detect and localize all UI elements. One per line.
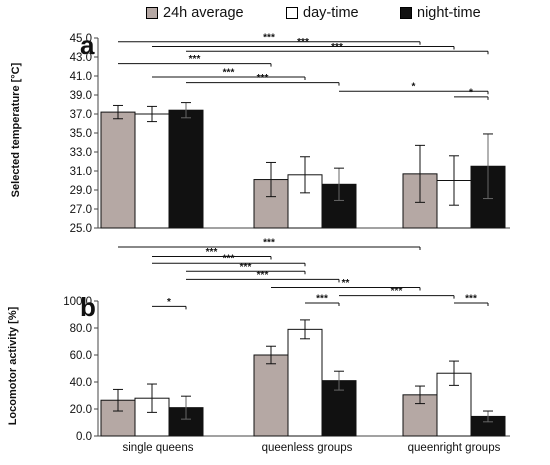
bar-day-time-queenless-groups: [287, 328, 323, 437]
significance-label: ***: [316, 294, 328, 305]
legend-item-day-time: day-time: [286, 3, 359, 23]
category-label-queenright-groups: queenright groups: [407, 442, 501, 454]
legend-item-night-time: night-time: [400, 3, 481, 23]
category-label-queenless-groups: queenless groups: [261, 442, 353, 454]
legend-swatch-night-time: [400, 7, 412, 19]
y-tick-label: 40.0: [70, 377, 92, 389]
y-tick-label: 100.0: [63, 296, 92, 308]
y-tick-label: 45.0: [70, 33, 92, 45]
y-tick-label: 60.0: [70, 350, 92, 362]
legend-label: 24h average: [163, 5, 244, 21]
significance-label: ***: [257, 73, 269, 84]
y-tick-label: 35.0: [70, 128, 92, 140]
y-tick-label: 37.0: [70, 109, 92, 121]
significance-label: ***: [297, 37, 309, 48]
significance-label: ***: [240, 262, 252, 273]
significance-label: ***: [263, 238, 275, 249]
significance-label: ***: [263, 32, 275, 43]
bar-day-time-single-queens: [134, 113, 170, 229]
significance-label: ***: [391, 286, 403, 297]
significance-label: ***: [206, 247, 218, 258]
y-tick-label: 80.0: [70, 323, 92, 335]
significance-label: ***: [257, 270, 269, 281]
significance-label: *: [167, 297, 171, 308]
y-tick-label: 20.0: [70, 404, 92, 416]
significance-label: **: [342, 278, 350, 289]
significance-label: ***: [223, 254, 235, 265]
legend-label: day-time: [303, 5, 359, 21]
category-label-single-queens: single queens: [122, 442, 194, 454]
legend-item-24h-average: 24h average: [146, 3, 244, 23]
y-tick-label: 27.0: [70, 204, 92, 216]
panel-letter-b: b: [80, 292, 96, 322]
legend: 24h average day-time night-time: [0, 3, 550, 23]
y-tick-label: 33.0: [70, 147, 92, 159]
y-tick-label: 41.0: [70, 71, 92, 83]
significance-label: ***: [189, 54, 201, 65]
legend-label: night-time: [417, 5, 481, 21]
bar-night-time-single-queens: [168, 109, 204, 229]
y-tick-label: 31.0: [70, 166, 92, 178]
bar-day-time-single-queens: [134, 397, 170, 437]
significance-label: *: [412, 82, 416, 93]
legend-swatch-day-time: [286, 7, 298, 19]
significance-label: ***: [465, 294, 477, 305]
panel-letter-a: a: [80, 30, 95, 60]
y-tick-label: 43.0: [70, 52, 92, 64]
y-tick-label: 29.0: [70, 185, 92, 197]
bar-24h-average-queenless-groups: [253, 354, 289, 437]
significance-label: ***: [223, 67, 235, 78]
y-tick-label: 39.0: [70, 90, 92, 102]
y-tick-label: 25.0: [70, 223, 92, 235]
legend-swatch-24h-average: [146, 7, 158, 19]
y-tick-label: 0.0: [76, 431, 92, 443]
significance-label: ***: [331, 42, 343, 53]
bar-24h-average-single-queens: [100, 111, 136, 229]
significance-label: *: [469, 87, 473, 98]
